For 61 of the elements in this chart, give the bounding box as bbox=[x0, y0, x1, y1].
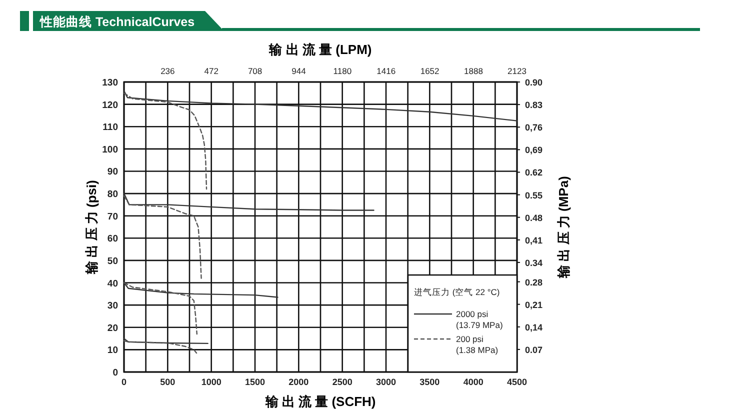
y2-tick-label: 0.34 bbox=[525, 258, 543, 268]
x2-tick-label: 1416 bbox=[376, 66, 396, 76]
x-tick-label: 1000 bbox=[201, 377, 222, 387]
y-tick-label: 0 bbox=[112, 368, 118, 378]
line-series bbox=[123, 282, 278, 298]
x2-tick-label: 2123 bbox=[508, 66, 527, 76]
y2-tick-label: 0.28 bbox=[525, 277, 543, 288]
y2-tick-label: 0.90 bbox=[525, 78, 543, 88]
line-series bbox=[123, 92, 208, 190]
x2-tick-label: 1888 bbox=[464, 66, 484, 76]
x-tick-label: 2000 bbox=[288, 377, 309, 387]
y2-tick-label: 0,76 bbox=[525, 122, 543, 133]
y-tick-label: 30 bbox=[107, 300, 118, 312]
x2-axis-title: 输 出 流 量 (LPM) bbox=[268, 42, 372, 57]
y2-tick-label: 0,69 bbox=[525, 145, 543, 156]
legend-label: 200 psi (1.38 MPa) bbox=[456, 334, 498, 355]
y2-tick-label: 0.48 bbox=[525, 212, 543, 223]
legend-label: 2000 psi (13.79 MPa) bbox=[456, 309, 503, 330]
x2-tick-label: 472 bbox=[204, 66, 219, 76]
line-series bbox=[123, 195, 202, 279]
y2-tick-label: 0.83 bbox=[525, 100, 543, 110]
chart-title: 性能曲线 TechnicalCurves bbox=[39, 14, 195, 29]
y2-axis-title: 输 出 压 力 (MPa) bbox=[556, 176, 571, 279]
y2-tick-label: 0.62 bbox=[525, 168, 543, 178]
x2-tick-label: 1180 bbox=[333, 66, 352, 76]
y2-tick-label: 0,41 bbox=[525, 235, 543, 246]
x-tick-label: 0 bbox=[121, 377, 127, 387]
y-tick-label: 60 bbox=[107, 234, 118, 245]
x-tick-label: 3500 bbox=[420, 377, 440, 387]
legend-title: 进气压力 (空气 22 °C) bbox=[414, 287, 500, 297]
x-tick-label: 2500 bbox=[332, 377, 352, 387]
y-axis-title: 输 出 压 力 (psi) bbox=[84, 180, 99, 275]
y-tick-label: 90 bbox=[107, 166, 118, 178]
x-axis-title: 输 出 流 量 (SCFH) bbox=[264, 394, 376, 409]
line-series bbox=[123, 340, 198, 354]
y-tick-label: 110 bbox=[102, 122, 118, 134]
y2-tick-label: 0.07 bbox=[525, 344, 543, 355]
y-tick-label: 10 bbox=[107, 345, 118, 356]
x-tick-label: 3000 bbox=[376, 377, 396, 387]
line-series bbox=[123, 192, 374, 211]
x2-tick-label: 944 bbox=[292, 66, 306, 76]
y-tick-label: 20 bbox=[107, 322, 118, 334]
y-tick-label: 120 bbox=[102, 100, 118, 111]
y2-tick-label: 0,14 bbox=[525, 322, 543, 332]
y-tick-label: 130 bbox=[102, 78, 118, 88]
x-tick-label: 4000 bbox=[463, 377, 484, 387]
y-tick-label: 80 bbox=[107, 189, 118, 200]
y-tick-label: 100 bbox=[102, 144, 118, 156]
y-tick-label: 40 bbox=[107, 278, 118, 290]
x-tick-label: 4500 bbox=[506, 377, 528, 387]
y-tick-label: 50 bbox=[107, 256, 118, 267]
x2-tick-label: 1652 bbox=[420, 66, 440, 76]
x2-tick-label: 708 bbox=[248, 66, 262, 76]
y2-tick-label: 0,21 bbox=[525, 300, 543, 310]
y2-tick-label: 0.55 bbox=[525, 190, 543, 200]
x-tick-label: 1500 bbox=[244, 377, 266, 387]
line-series bbox=[123, 282, 198, 335]
x2-tick-label: 236 bbox=[160, 66, 176, 76]
x-tick-label: 500 bbox=[160, 377, 176, 387]
line-series bbox=[123, 90, 518, 122]
y-tick-label: 70 bbox=[107, 211, 118, 222]
